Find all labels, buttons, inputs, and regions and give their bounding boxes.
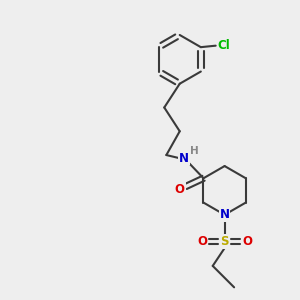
Text: Cl: Cl (217, 39, 230, 52)
Text: O: O (242, 235, 252, 248)
Text: O: O (197, 235, 207, 248)
Text: N: N (179, 152, 189, 164)
Text: N: N (220, 208, 230, 221)
Text: S: S (220, 235, 229, 248)
Text: O: O (175, 183, 185, 196)
Text: H: H (190, 146, 199, 157)
